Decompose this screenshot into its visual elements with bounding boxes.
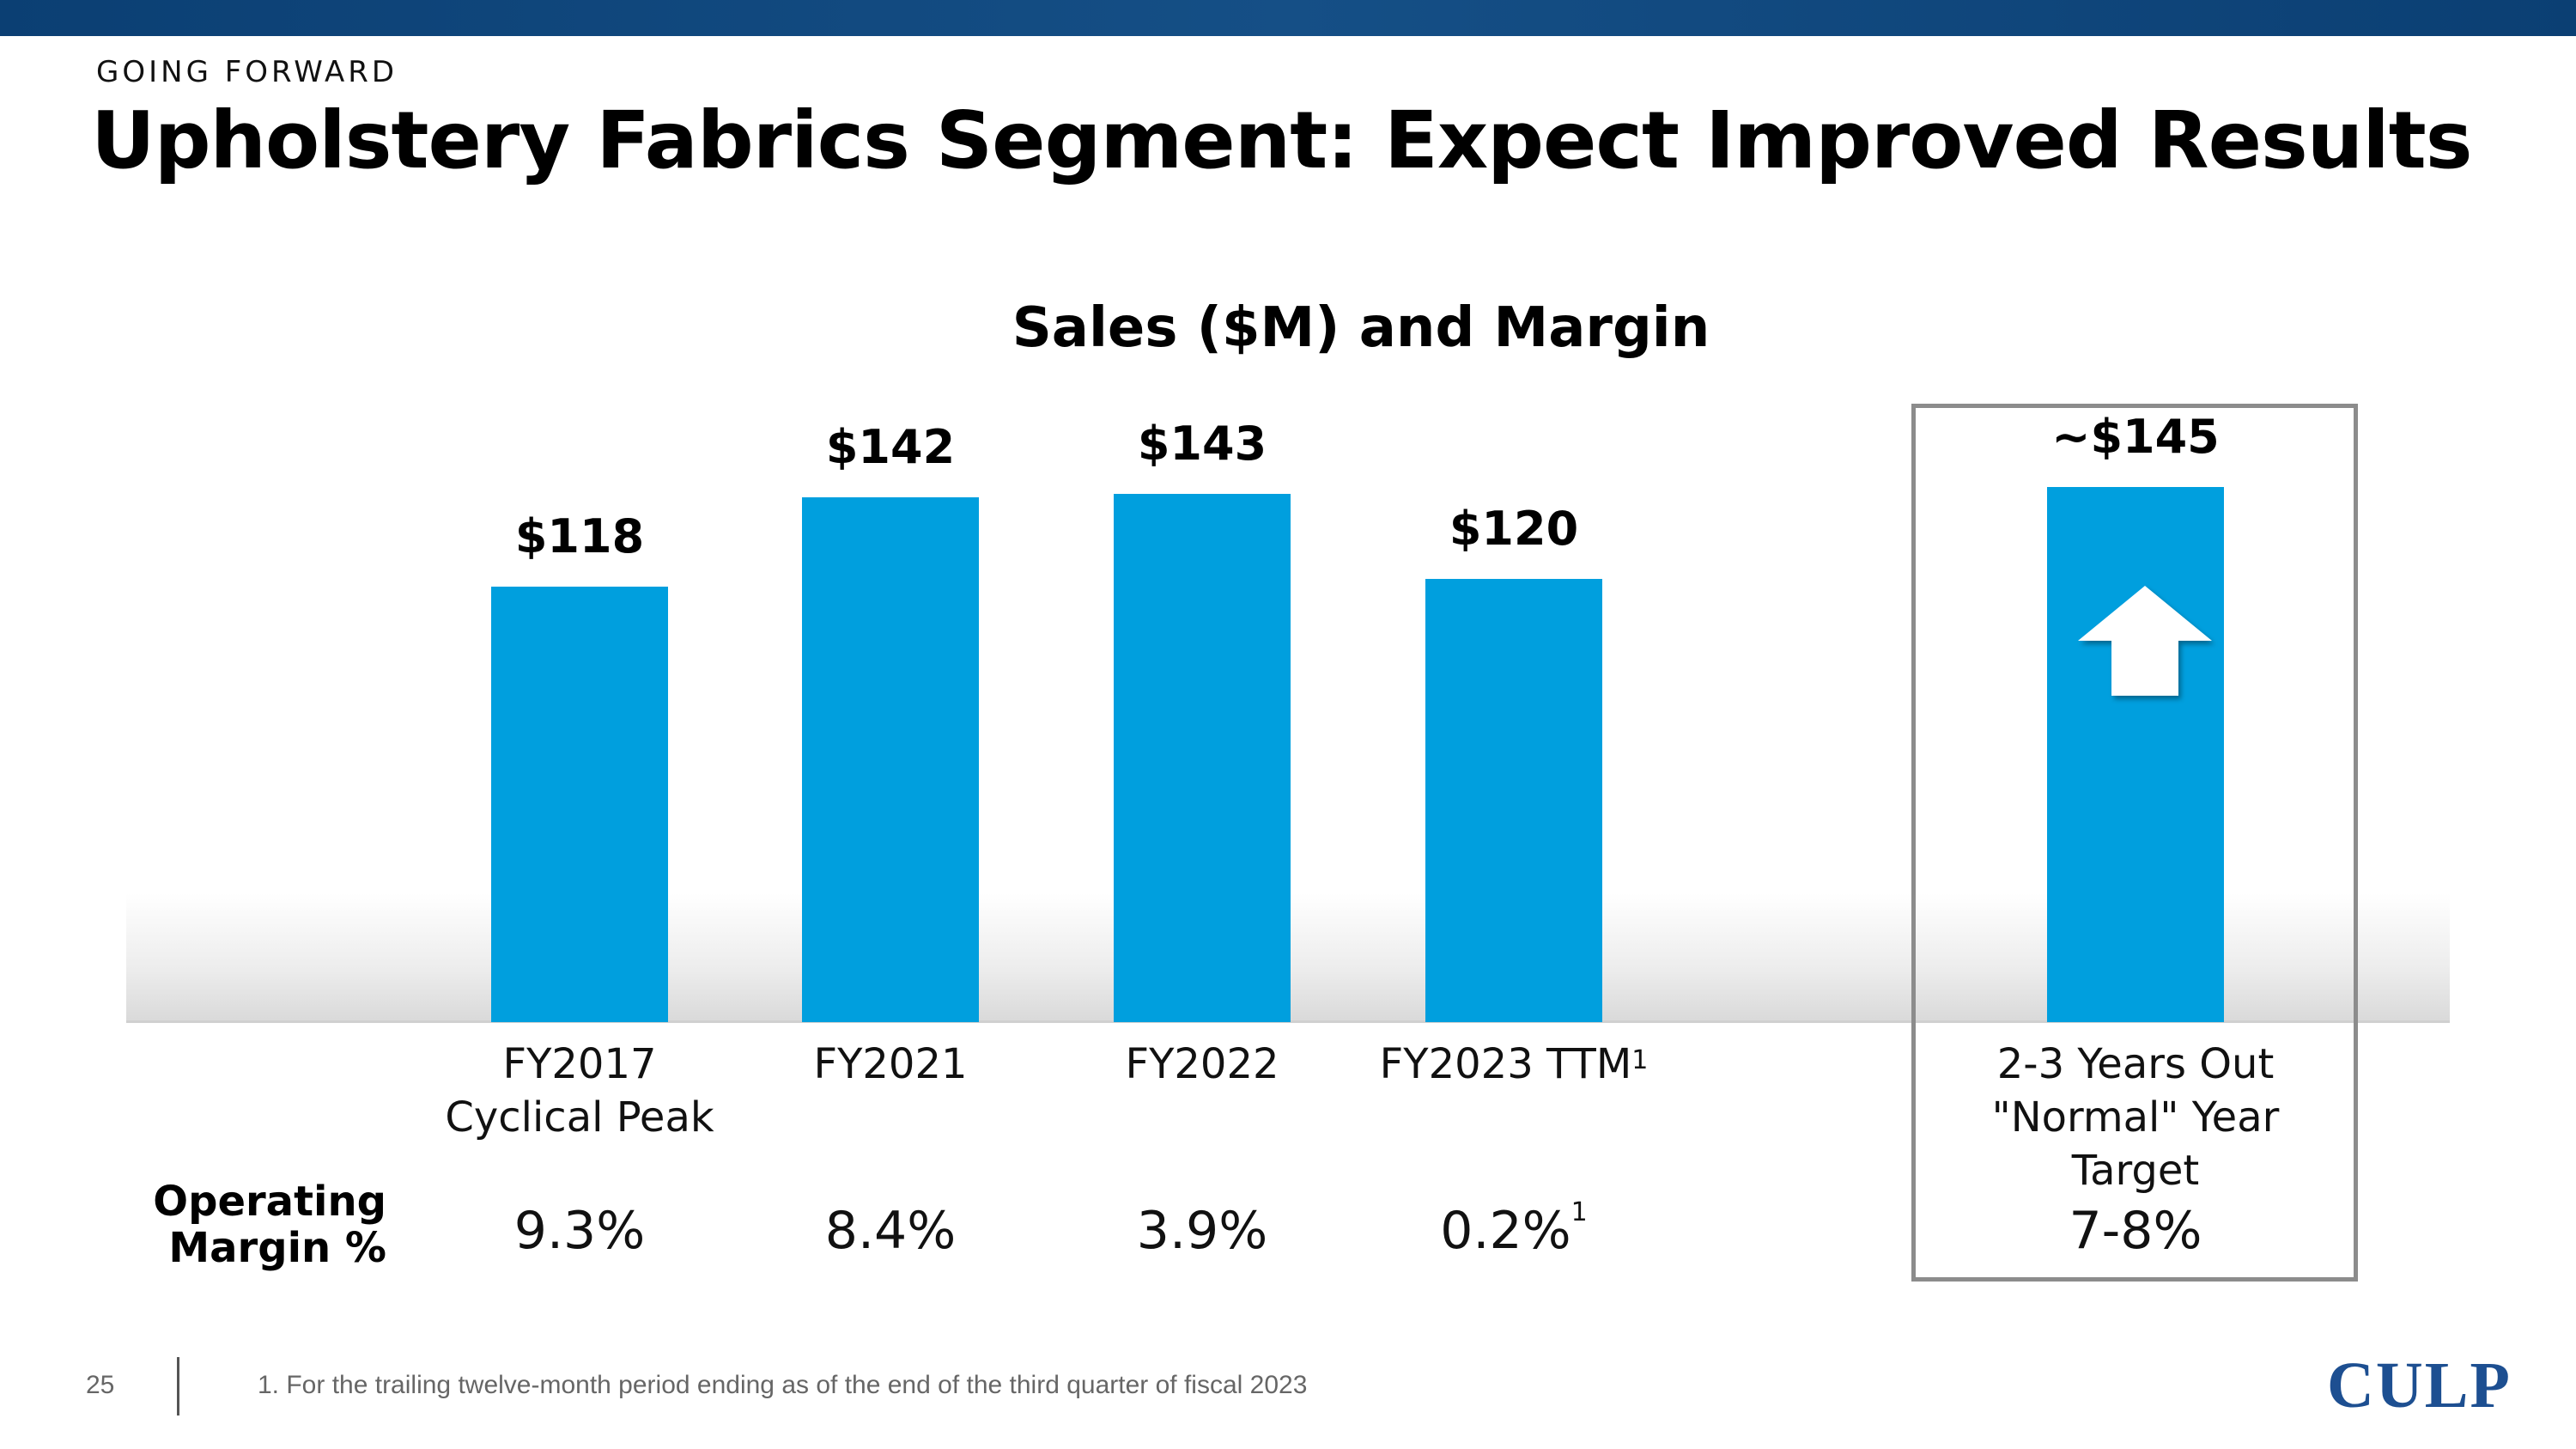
page-title: Upholstery Fabrics Segment: Expect Impro…	[91, 94, 2473, 186]
top-banner	[0, 0, 2576, 36]
page-number: 25	[86, 1371, 115, 1399]
footnote: 1. For the trailing twelve-month period …	[258, 1371, 1308, 1399]
bar-2	[802, 497, 979, 1022]
chart-title: Sales ($M) and Margin	[1012, 296, 1710, 360]
category-label-4: FY2023 TTM1	[1334, 1038, 1694, 1091]
bar-value-label-3: $143	[1137, 417, 1267, 472]
footnote-marker: 1	[1571, 1197, 1588, 1227]
footnote-marker: 1	[1631, 1045, 1649, 1075]
operating-margin-row-label: Operating Margin %	[129, 1178, 386, 1271]
operating-margin-value-1: 9.3%	[513, 1201, 646, 1261]
category-label-2: FY2021	[710, 1038, 1071, 1091]
culp-logo: CULP	[2327, 1349, 2512, 1422]
bar-4	[1425, 579, 1602, 1022]
up-arrow-icon	[2078, 586, 2212, 696]
bar-3	[1114, 494, 1291, 1022]
section-kicker: GOING FORWARD	[96, 55, 398, 89]
target-highlight-box	[1911, 404, 2358, 1282]
category-label-5: 2-3 Years Out "Normal" Year Target	[1955, 1038, 2316, 1197]
row-label-line-2: Margin %	[168, 1224, 386, 1272]
bar-value-label-2: $142	[825, 420, 956, 475]
footer-divider	[177, 1357, 179, 1416]
category-label-line: Cyclical Peak	[445, 1093, 714, 1142]
bar-value-label-4: $120	[1449, 502, 1579, 556]
category-label-line: FY2023 TTM1	[1379, 1040, 1649, 1088]
category-label-line: FY2017	[502, 1040, 657, 1088]
category-label-line: FY2021	[813, 1040, 968, 1088]
operating-margin-value-4: 0.2%1	[1440, 1197, 1588, 1261]
bar-value-label-5: ~$145	[2051, 409, 2220, 464]
operating-margin-value-3: 3.9%	[1136, 1201, 1268, 1261]
operating-margin-value-5: 7-8%	[2069, 1201, 2202, 1261]
category-label-3: FY2022	[1022, 1038, 1382, 1091]
category-label-line: "Normal" Year	[1991, 1093, 2280, 1142]
category-label-1: FY2017 Cyclical Peak	[399, 1038, 760, 1144]
row-label-line-1: Operating	[153, 1178, 386, 1226]
category-label-line: Target	[2071, 1147, 2200, 1195]
bar-5	[2047, 486, 2224, 1022]
bar-value-label-1: $118	[514, 508, 645, 563]
operating-margin-value-2: 8.4%	[824, 1201, 957, 1261]
category-label-line: 2-3 Years Out	[1996, 1040, 2275, 1088]
category-label-line: FY2022	[1125, 1040, 1279, 1088]
bar-1	[491, 586, 668, 1022]
